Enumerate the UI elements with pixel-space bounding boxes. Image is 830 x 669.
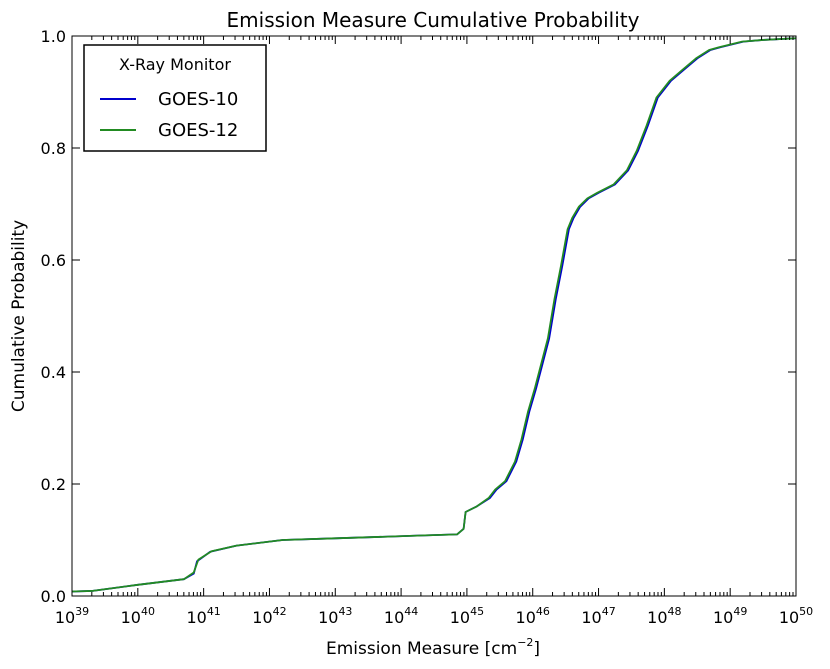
y-tick-label: 0.8 [41, 139, 66, 158]
y-tick-label: 0.6 [41, 251, 66, 270]
x-tick-label-exponent: 46 [536, 605, 550, 618]
x-tick-label-base: 10 [186, 608, 206, 627]
plot-frame [71, 35, 797, 597]
x-tick-label-base: 10 [581, 608, 601, 627]
x-axis-label-text: Emission Measure [cm [326, 639, 517, 659]
x-tick-label-base: 10 [450, 608, 470, 627]
legend-title: X-Ray Monitor [119, 55, 231, 74]
x-tick-label: 1039 [55, 605, 89, 627]
x-tick-label-exponent: 39 [75, 605, 89, 618]
x-tick-label-exponent: 44 [404, 605, 418, 618]
x-tick-label-base: 10 [318, 608, 338, 627]
x-tick-label-base: 10 [252, 608, 272, 627]
x-tick-label: 1045 [450, 605, 484, 627]
x-tick-label-exponent: 42 [273, 605, 287, 618]
y-tick-label: 0.0 [41, 587, 66, 606]
y-tick-label: 0.4 [41, 363, 66, 382]
x-axis-label-close: ] [533, 639, 540, 659]
x-tick-label: 1041 [186, 605, 220, 627]
x-tick-label-base: 10 [647, 608, 667, 627]
x-tick-label-exponent: 48 [668, 605, 682, 618]
chart-title: Emission Measure Cumulative Probability [227, 8, 640, 32]
x-tick-label: 1050 [779, 605, 813, 627]
x-tick-label: 1043 [318, 605, 352, 627]
x-tick-label: 1046 [516, 605, 550, 627]
x-tick-label-exponent: 40 [141, 605, 155, 618]
x-tick-label-base: 10 [713, 608, 733, 627]
x-axis-label: Emission Measure [cm−2] [326, 636, 540, 659]
x-tick-label: 1048 [647, 605, 681, 627]
legend-label-goes-10: GOES-10 [158, 89, 238, 110]
y-axis-label: Cumulative Probability [9, 220, 29, 412]
x-tick-label: 1042 [252, 605, 286, 627]
x-tick-label-base: 10 [121, 608, 141, 627]
x-axis-label-exponent: −2 [517, 636, 533, 649]
x-tick-label: 1044 [384, 605, 418, 627]
x-tick-label-exponent: 47 [602, 605, 616, 618]
x-tick-label: 1047 [581, 605, 615, 627]
series-layer [71, 37, 797, 593]
legend: X-Ray Monitor GOES-10 GOES-12 [83, 44, 267, 152]
series-line-goes-12 [71, 37, 797, 593]
x-tick-label-exponent: 41 [207, 605, 221, 618]
legend-label-goes-12: GOES-12 [158, 120, 238, 141]
x-tick-label-exponent: 45 [470, 605, 484, 618]
x-tick-label-exponent: 43 [338, 605, 352, 618]
x-tick-label-base: 10 [384, 608, 404, 627]
x-tick-label-exponent: 49 [733, 605, 747, 618]
x-tick-label: 1049 [713, 605, 747, 627]
x-tick-label: 1040 [121, 605, 155, 627]
x-tick-label-base: 10 [55, 608, 75, 627]
x-tick-label-base: 10 [779, 608, 799, 627]
ticks-layer: 1039 1040 1041 1042 1043 1044 1045 1046 1047 1048… [41, 27, 814, 627]
y-tick-label: 0.2 [41, 475, 66, 494]
legend-box [83, 44, 267, 152]
y-tick-label: 1.0 [41, 27, 66, 46]
x-tick-label-base: 10 [516, 608, 536, 627]
x-tick-label-exponent: 50 [799, 605, 813, 618]
